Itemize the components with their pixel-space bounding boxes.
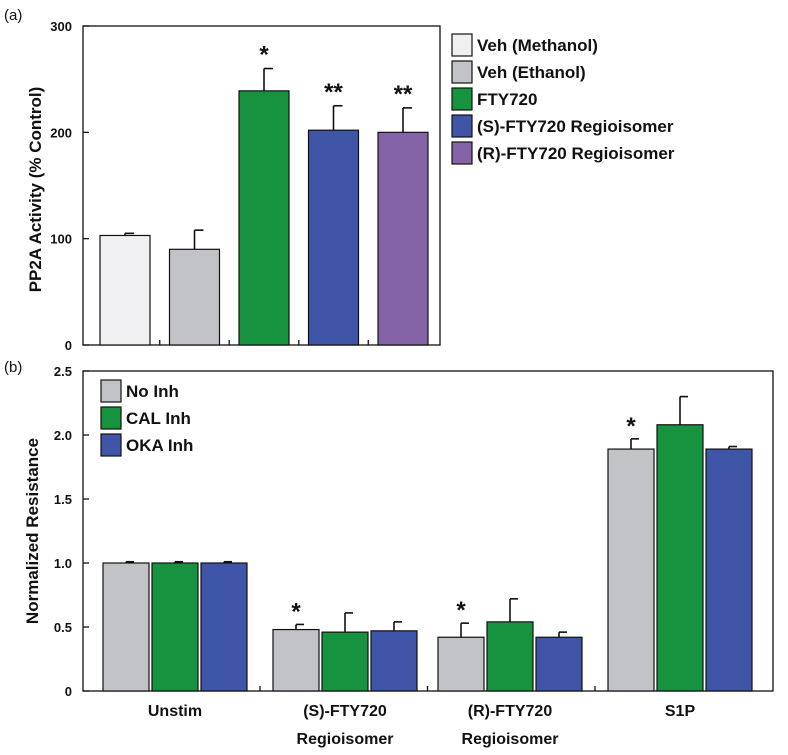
legend-label: (S)-FTY720 Regioisomer: [477, 117, 674, 136]
y-tick-label: 0: [65, 338, 72, 353]
bar: [307, 129, 360, 346]
y-tick-label: 100: [50, 232, 72, 247]
legend-swatch: [451, 114, 473, 138]
legend-swatch: [451, 87, 473, 111]
y-axis-label: PP2A Activity (% Control): [26, 87, 45, 293]
bar: [200, 562, 248, 692]
x-category-label: (S)-FTY720: [303, 703, 387, 720]
legend-label: FTY720: [477, 90, 537, 109]
y-tick-label: 300: [50, 19, 72, 34]
significance-marker: *: [626, 413, 636, 440]
legend-swatch: [451, 141, 473, 165]
legend-label: CAL Inh: [126, 409, 191, 428]
x-category-label: (R)-FTY720: [468, 703, 553, 720]
bar: [99, 234, 151, 346]
y-axis-label: Normalized Resistance: [23, 438, 42, 624]
panel-b: (b) 0 0.5 1.0 1.5 2.0 2.5 Normalized Resistance…: [4, 359, 774, 748]
legend-label: No Inh: [126, 382, 179, 401]
bar: [486, 621, 534, 692]
bar: [238, 90, 290, 346]
bar: [705, 448, 753, 692]
bar: [370, 630, 418, 692]
bar: [102, 562, 150, 692]
legend-swatch: [451, 60, 473, 84]
bar: [437, 636, 485, 692]
x-category-label: S1P: [665, 703, 696, 720]
significance-marker: **: [394, 81, 413, 108]
x-category-label: Regioisomer: [297, 731, 394, 748]
bar: [607, 448, 655, 692]
legend-label: OKA Inh: [126, 436, 193, 455]
bar: [151, 562, 199, 692]
legend-label: (R)-FTY720 Regioisomer: [477, 144, 675, 163]
bar: [321, 631, 369, 692]
significance-marker: **: [324, 79, 343, 106]
y-tick-label: 1.0: [54, 556, 72, 571]
bar: [272, 628, 320, 692]
y-tick-label: 200: [50, 125, 72, 140]
panel-b-label: (b): [4, 359, 22, 376]
x-category-label: Regioisomer: [462, 731, 559, 748]
bar: [168, 248, 221, 346]
y-tick-label: 0.5: [54, 620, 72, 635]
legend-swatch: [451, 33, 473, 57]
significance-marker: *: [259, 42, 269, 69]
legend-label: Veh (Methanol): [477, 36, 598, 55]
significance-marker: *: [291, 598, 301, 625]
legend-swatch: [100, 379, 122, 403]
y-tick-label: 2.5: [54, 364, 72, 379]
significance-marker: *: [456, 597, 466, 624]
bar: [656, 424, 704, 692]
y-tick-label: 2.0: [54, 428, 72, 443]
legend-label: Veh (Ethanol): [477, 63, 586, 82]
y-tick-label: 1.5: [54, 492, 72, 507]
legend-swatch: [100, 406, 122, 430]
bar: [377, 131, 429, 346]
panel-a-label: (a): [4, 7, 22, 24]
bar: [535, 636, 583, 692]
x-category-label: Unstim: [148, 703, 202, 720]
legend-swatch: [100, 433, 122, 457]
y-tick-label: 0: [65, 684, 72, 699]
